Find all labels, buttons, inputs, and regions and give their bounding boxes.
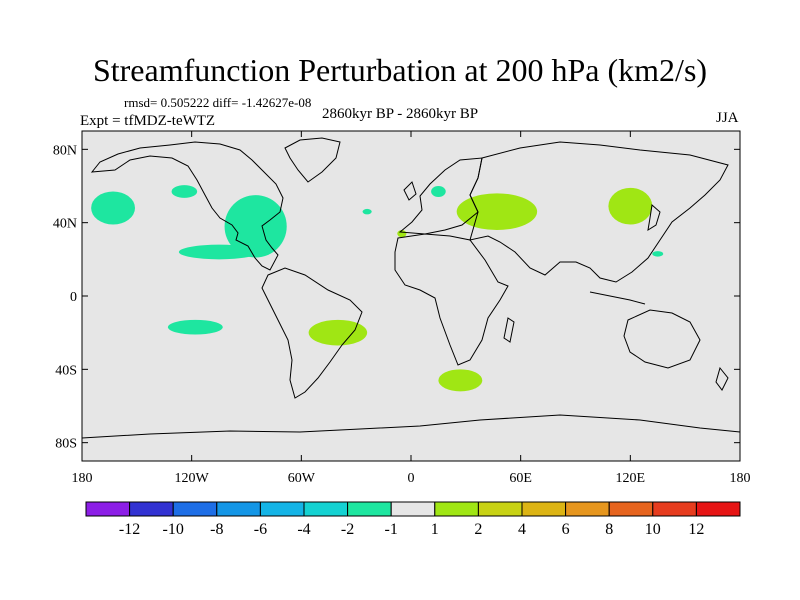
colorbar-swatch [347,501,392,517]
y-tick-label: 80N [53,143,77,158]
anomaly-region-10 [608,187,653,225]
x-tick-label: 60E [509,471,532,486]
x-tick-label: 120W [175,471,210,486]
colorbar-swatch [172,501,218,517]
coast-uk [403,181,417,201]
coast-japan [647,204,661,232]
coast-africa [394,233,509,366]
coast-indonesia [589,291,646,305]
colorbar-swatch [216,501,261,517]
anomaly-region-2 [171,185,198,198]
anomaly-layer [91,185,664,392]
colorbar-swatch [129,501,174,517]
colorbar-swatch [521,501,567,517]
colorbar-swatch [565,501,610,517]
colorbar-level-label: 12 [688,521,704,538]
coast-new-zealand [715,366,729,391]
colorbar-level-label: 10 [645,521,661,538]
colorbar-level-label: -1 [385,521,398,538]
anomaly-region-5 [167,319,223,335]
season-label: JJA [716,110,739,126]
colorbar-swatch [477,501,523,517]
colorbar-level-label: 8 [605,521,613,538]
colorbar-level-label: 2 [474,521,482,538]
x-tick-label: 60W [288,471,316,486]
anomaly-region-9 [456,193,538,231]
colorbar-swatch [390,501,436,517]
coastlines [81,137,741,439]
anomaly-region-8 [652,251,664,257]
colorbar-swatch [303,501,349,517]
coast-north-america [90,141,284,271]
anomaly-region-13 [397,230,407,238]
colorbar-swatch [652,501,697,517]
colorbar-level-label: -4 [297,521,310,538]
colorbar-level-label: 4 [518,521,526,538]
coast-greenland [284,137,341,183]
map-background [82,131,740,461]
x-tick-label: 180 [730,471,751,486]
colorbar-level-label: 1 [431,521,439,538]
experiment-label: Expt = tfMDZ-teWTZ [80,113,216,129]
anomaly-region-4 [178,244,260,260]
anomaly-region-6 [362,208,372,215]
colorbar-level-label: -8 [210,521,223,538]
colorbar-swatch [608,501,654,517]
anomaly-region-11 [308,319,368,346]
colorbar-swatch [85,501,131,517]
colorbar-level-label: -12 [119,521,140,538]
anomaly-region-12 [438,369,483,392]
y-tick-label: 40S [55,363,77,378]
colorbar-level-label: -6 [254,521,267,538]
colorbar-level-label: -2 [341,521,354,538]
chart-title: Streamfunction Perturbation at 200 hPa (… [92,52,708,88]
coast-asia [469,141,729,283]
colorbar-swatch [434,501,479,517]
axes: 180 120W 60W 0 60E 120E 180 80N 40N 0 40S 80S [53,131,751,486]
stats-line: rmsd= 0.505222 diff= -1.42627e-08 [124,95,312,110]
anomaly-region-7 [431,186,446,197]
y-tick-label: 80S [55,437,77,452]
x-tick-label: 180 [72,471,93,486]
x-tick-label: 120E [616,471,646,486]
y-tick-label: 40N [53,217,77,232]
anomaly-region-1 [91,191,136,225]
period-label: 2860kyr BP - 2860kyr BP [322,106,479,122]
coast-australia [623,309,701,369]
coast-south-america [261,267,363,399]
colorbar-level-label: -10 [163,521,184,538]
coast-antarctica [81,414,741,439]
colorbar-swatch [259,501,305,517]
colorbar: -12 -10 -8 -6 -4 -2 -1 1 2 4 6 8 10 12 [85,501,741,538]
coast-madagascar [503,317,515,343]
x-tick-label: 0 [408,471,415,486]
y-tick-label: 0 [70,290,77,305]
colorbar-level-label: 6 [562,521,570,538]
colorbar-swatch [695,501,741,517]
